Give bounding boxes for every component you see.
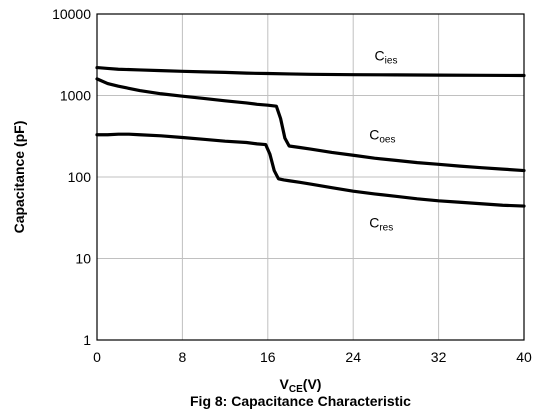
- x-tick-label: 16: [260, 349, 276, 365]
- series-label-coes: Coes: [369, 126, 395, 145]
- x-tick-label: 8: [179, 349, 187, 365]
- y-axis-title: Capacitance (pF): [11, 121, 27, 234]
- figure-caption: Fig 8: Capacitance Characteristic: [190, 393, 411, 409]
- x-tick-label: 24: [345, 349, 361, 365]
- series-label-sub: oes: [379, 134, 395, 145]
- series-lines: [95, 65, 526, 208]
- series-label-cies: Cies: [375, 47, 398, 66]
- x-tick-label: 40: [516, 349, 532, 365]
- x-axis-title-sub: CE: [289, 384, 303, 395]
- series-label-cres: Cres: [369, 215, 393, 234]
- x-tick-label: 0: [93, 349, 101, 365]
- plot-frame: [96, 13, 525, 341]
- tick-labels: 0 8 16 24 32 40 1 10 100 1000 10000: [52, 6, 532, 365]
- y-tick-label: 1: [83, 332, 91, 348]
- grid-lines: [96, 13, 525, 341]
- y-tick-label: 1000: [60, 88, 91, 104]
- series-line-coes: [95, 77, 526, 173]
- series-line-cres: [95, 132, 526, 208]
- y-tick-label: 100: [68, 169, 92, 185]
- y-tick-label: 10: [75, 251, 91, 267]
- series-label-sub: ies: [385, 55, 398, 66]
- series-label-main: C: [369, 126, 379, 142]
- series-line-cies: [95, 65, 526, 78]
- series-label-main: C: [369, 215, 379, 231]
- x-axis-title-suffix: (V): [303, 376, 322, 392]
- y-tick-label: 10000: [52, 6, 91, 22]
- series-label-sub: res: [379, 223, 393, 234]
- x-axis-title-main: V: [280, 376, 290, 392]
- x-tick-label: 32: [431, 349, 447, 365]
- series-label-main: C: [375, 47, 385, 63]
- x-axis-title: VCE(V): [280, 376, 322, 395]
